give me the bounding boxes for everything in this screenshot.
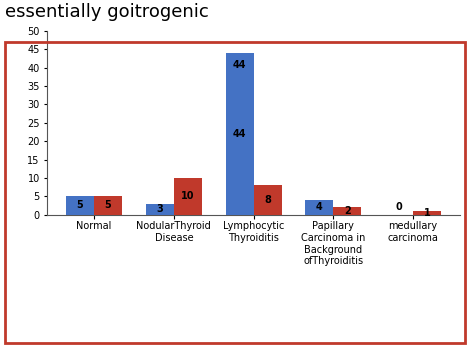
Text: 44: 44 [233,129,246,139]
Bar [413,211,441,215]
Bar [94,196,122,215]
Bar [333,207,361,215]
Text: essentially goitrogenic: essentially goitrogenic [5,3,209,21]
Bar [305,200,333,215]
Bar [66,196,94,215]
Bar [226,53,254,215]
Text: 1: 1 [424,208,430,218]
Text: 10: 10 [181,191,194,201]
Text: 3: 3 [156,204,163,214]
Text: 4: 4 [316,202,323,212]
Text: 0: 0 [396,202,402,212]
Bar [174,178,202,215]
Text: 2: 2 [344,206,351,216]
Text: 8: 8 [264,195,271,205]
Bar [146,203,174,215]
Text: 5: 5 [105,200,111,210]
Text: 5: 5 [77,200,83,210]
Bar [254,185,282,215]
Text: 44: 44 [233,61,246,71]
